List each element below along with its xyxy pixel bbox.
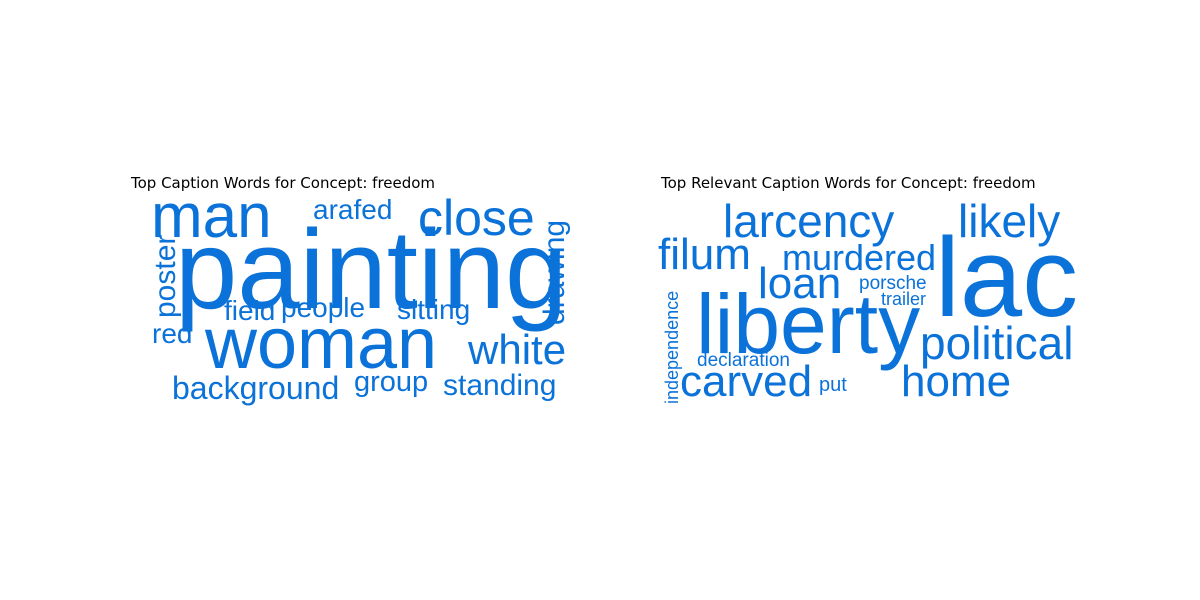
word-likely: likely [958,195,1061,247]
word-larcency: larcency [723,195,895,247]
word-close: close [418,190,535,246]
word-poster: poster [149,234,182,318]
word-arafed: arafed [313,194,393,225]
chart-title-left: Top Caption Words for Concept: freedom [131,174,436,192]
word-people: people [281,292,366,323]
word-political: political [920,317,1074,369]
word-murdered: murdered [782,237,937,278]
wordcloud-panel-right: Top Relevant Caption Words for Concept: … [600,0,1200,600]
chart-title-right: Top Relevant Caption Words for Concept: … [661,174,1036,192]
word-painting: painting [175,207,568,332]
word-man: man [151,182,272,251]
word-drawing: drawing [538,219,571,325]
word-filum: filum [658,230,751,279]
word-loan: loan [758,259,842,308]
word-porsche: porsche [859,273,927,294]
word-trailer: trailer [881,289,927,309]
word-background: background [172,370,340,406]
word-standing: standing [443,369,557,402]
word-carved: carved [680,357,813,406]
word-liberty: liberty [696,277,921,371]
word-home: home [901,357,1012,406]
word-red: red [152,318,193,349]
word-put: put [819,374,847,396]
word-sitting: sitting [397,294,471,325]
word-white: white [468,326,567,373]
word-field: field [224,295,276,326]
word-declaration: declaration [697,350,790,371]
word-woman: woman [205,304,438,384]
word-group: group [354,366,429,398]
word-lac: lac [935,215,1079,340]
word-independence: independence [662,290,682,404]
wordcloud-panel-left: Top Caption Words for Concept: freedom p… [131,174,571,406]
